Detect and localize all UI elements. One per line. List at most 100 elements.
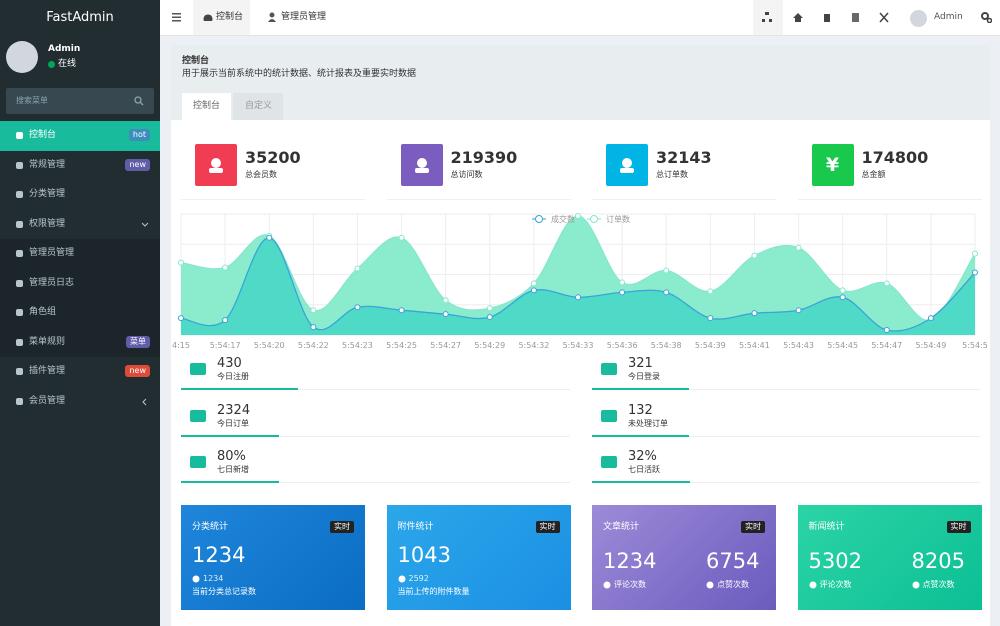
- content-tab[interactable]: 自定义: [233, 93, 283, 120]
- stat-label: 总订单数: [656, 170, 688, 179]
- menu-icon: [16, 338, 23, 346]
- card-desc: 当前上传的附件数量: [397, 587, 470, 596]
- menu-item[interactable]: 插件管理 new: [0, 357, 160, 387]
- x-tick-label: 5:54:43: [783, 341, 814, 350]
- menu-label: 分类管理: [29, 189, 66, 199]
- metric-icon: [190, 409, 206, 422]
- x-tick-label: 5:54:22: [298, 341, 329, 350]
- menu-badge: 菜单: [126, 335, 150, 348]
- logo[interactable]: FastAdmin: [46, 10, 114, 25]
- icon-shape: [706, 581, 714, 589]
- menu-label: 控制台: [29, 130, 57, 140]
- stat-divider: [797, 199, 982, 200]
- metric-divider: [592, 435, 980, 437]
- metric-divider: [181, 482, 570, 483]
- stat-icon-box: ¥: [811, 144, 854, 186]
- card-value: 5302: [808, 549, 862, 573]
- avatar: [6, 41, 38, 73]
- menu-label: 管理员日志: [29, 277, 75, 288]
- metric-bar: [181, 434, 279, 437]
- point: [354, 265, 361, 272]
- tab-icon: [203, 14, 213, 21]
- menu-item[interactable]: 管理员管理: [0, 239, 160, 269]
- settings-icon[interactable]: [981, 12, 992, 23]
- icon-shape: [209, 168, 223, 173]
- tab-label: 自定义: [245, 101, 273, 111]
- point: [354, 304, 361, 311]
- stat-icon-box: [606, 144, 648, 186]
- metric-value: 32%: [628, 449, 657, 464]
- menu-item[interactable]: 分类管理: [0, 180, 160, 210]
- point: [751, 310, 758, 317]
- point: [575, 294, 581, 301]
- menu-icon: [16, 397, 23, 405]
- menu-icon: [16, 250, 23, 257]
- card-icon: [809, 581, 816, 589]
- card-value: 1234: [192, 543, 246, 567]
- icon-shape: [16, 161, 23, 169]
- menu-label: 角色组: [29, 307, 57, 317]
- point: [883, 280, 890, 287]
- card-value: 1043: [397, 543, 451, 567]
- icon-shape: [190, 363, 206, 375]
- metric-bar: [592, 388, 689, 390]
- search-placeholder: 搜索菜单: [16, 96, 48, 105]
- menu-label: 权限管理: [29, 218, 66, 229]
- x-tick-label: 5:54:25: [386, 341, 417, 350]
- metric-icon: [190, 363, 206, 375]
- menu-item[interactable]: 菜单规则 菜单: [0, 327, 160, 357]
- content-tab-active[interactable]: 控制台: [182, 93, 231, 120]
- icon-shape: [16, 368, 23, 375]
- menu: 控制台 hot 常规管理 new 分类管理权限管理管理员管理管理员日志角色组菜单规则 菜单…: [0, 121, 160, 421]
- icon-shape: [16, 250, 23, 257]
- menu-item[interactable]: 控制台 hot: [0, 121, 160, 151]
- stat-card: 文章统计 实时 1234 评论次数 6754 点赞次数: [592, 505, 776, 610]
- icon-shape: [912, 581, 919, 589]
- menu-item[interactable]: 权限管理: [0, 210, 160, 240]
- point: [619, 279, 626, 286]
- legend-label: 成交数: [551, 214, 575, 224]
- point: [222, 264, 229, 271]
- x-tick-label: 5:54:45: [827, 341, 858, 350]
- menu-item[interactable]: 管理员日志: [0, 268, 160, 298]
- search-box[interactable]: 搜索菜单: [6, 88, 154, 114]
- x-tick-label: 5:54:23: [342, 341, 373, 350]
- metric-value: 430: [217, 356, 242, 371]
- stat-value: 219390: [450, 148, 518, 167]
- card-icon: [192, 575, 200, 583]
- x-tick-label: 5:54:32: [518, 341, 549, 350]
- top-user[interactable]: Admin: [934, 12, 963, 22]
- metric-label: 今日订单: [217, 418, 249, 428]
- metric-label: 七日活跃: [628, 465, 660, 474]
- metric-icon: [190, 456, 206, 468]
- toolbar-icons[interactable]: [753, 0, 893, 35]
- point: [575, 212, 581, 219]
- menu-toggle[interactable]: [172, 13, 182, 22]
- menu-arrow: [142, 398, 147, 405]
- card-title: 新闻统计: [808, 522, 845, 532]
- point: [486, 305, 493, 312]
- top-avatar[interactable]: [910, 10, 927, 27]
- card-value: 8205: [911, 549, 965, 573]
- menu-item[interactable]: 常规管理 new: [0, 151, 160, 181]
- legend-marker: [535, 215, 543, 223]
- icon-shape: [16, 279, 23, 287]
- point: [795, 307, 802, 314]
- icon-shape: [620, 168, 634, 173]
- menu-label: 管理员管理: [29, 248, 75, 258]
- menu-item[interactable]: 角色组: [0, 298, 160, 328]
- tab-active[interactable]: 控制台: [193, 0, 250, 35]
- metric-divider: [592, 482, 980, 483]
- metric-icon: [601, 363, 617, 375]
- icon-shape: [16, 220, 23, 228]
- menu-item[interactable]: 会员管理: [0, 387, 160, 417]
- icon-shape: [416, 158, 427, 168]
- stat-card: 新闻统计 实时 5302 评论次数 8205 点赞次数: [797, 505, 982, 610]
- tab[interactable]: 管理员管理: [258, 0, 338, 35]
- x-tick-label: 5:54:33: [563, 341, 594, 350]
- stat-divider: [181, 199, 365, 200]
- point: [839, 294, 846, 301]
- point: [663, 289, 670, 296]
- icon-shape: [16, 397, 23, 405]
